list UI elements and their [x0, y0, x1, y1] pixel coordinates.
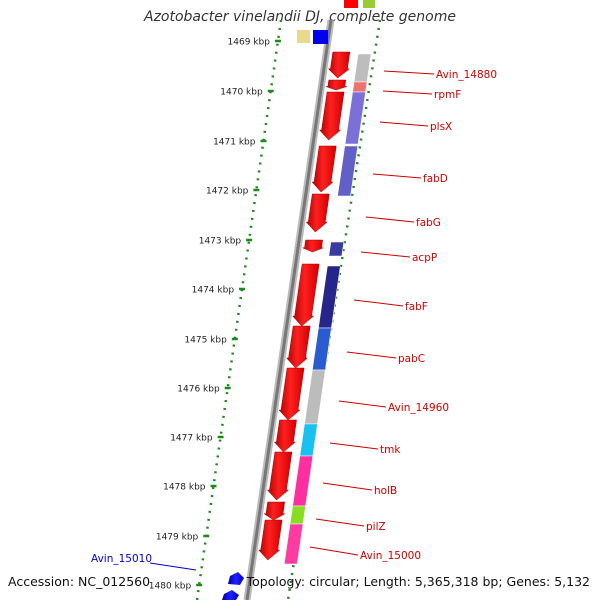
gene-arrow-red [273, 419, 297, 453]
leader-line [149, 562, 197, 571]
gene-arrow-red [263, 501, 286, 521]
feature-block-blue [313, 30, 328, 44]
gene-arrow-blue [222, 590, 239, 600]
gene-arrow-red [266, 451, 293, 501]
annotation-block [311, 327, 332, 371]
gene-arrow-red [319, 91, 345, 141]
scale-tick-label: 1469 kbp [228, 38, 271, 48]
scale-tick-label: 1471 kbp [213, 138, 256, 148]
leader-line [353, 299, 404, 307]
gene-label[interactable]: fabF [405, 301, 428, 313]
scale-tick-label: 1474 kbp [192, 286, 235, 296]
annotation-block [328, 241, 345, 257]
gene-label[interactable]: rpmF [434, 89, 461, 101]
gene-label[interactable]: pabC [398, 353, 425, 365]
scale-tick-label: 1478 kbp [163, 483, 206, 493]
leader-line [338, 400, 387, 408]
leader-line [372, 173, 422, 179]
leader-line [322, 482, 373, 491]
scale-tick-label: 1477 kbp [170, 434, 213, 444]
feature-block-yellow [297, 30, 310, 43]
gene-label[interactable]: holB [374, 485, 397, 497]
leader-line [309, 546, 359, 556]
leader-line [360, 251, 411, 258]
scale-tick-label: 1479 kbp [156, 533, 199, 543]
annotation-block [344, 91, 366, 145]
gene-label[interactable]: Avin_14880 [436, 69, 497, 81]
annotation-block [292, 455, 314, 507]
bottom-blue-genes [222, 572, 244, 600]
gene-arrow-red [285, 325, 311, 369]
gene-arrow-red [311, 145, 337, 193]
gene-label[interactable]: Avin_14960 [388, 402, 449, 414]
accession-label: Accession: NC_012560 [8, 574, 151, 589]
gene-label[interactable]: plsX [430, 121, 452, 133]
gene-label[interactable]: fabG [416, 217, 441, 229]
annotation-block [337, 145, 359, 197]
leader-line [382, 90, 433, 95]
leader-line [329, 442, 379, 450]
annotation-block [299, 423, 318, 457]
gene-labels: Avin_14880 rpmF plsX fabD fabG acpP fabF pabC Av… [91, 69, 497, 571]
gene-arrow-red [292, 263, 320, 327]
annotation-blocks [283, 53, 372, 565]
topology-label: Topology: circular; Length: 5,365,318 bp… [246, 574, 590, 589]
gene-label[interactable]: fabD [423, 173, 448, 185]
scale-tick-label: 1473 kbp [199, 237, 242, 247]
annotation-block [304, 369, 326, 425]
leader-line [365, 216, 415, 223]
annotation-block [352, 81, 368, 93]
scale-tick-label: 1470 kbp [220, 88, 263, 98]
annotation-block [353, 53, 372, 83]
upper-features [297, 0, 375, 44]
gene-label[interactable]: Avin_15010 [91, 553, 152, 565]
gene-label[interactable]: Avin_15000 [360, 550, 421, 562]
gene-arrow-blue [228, 572, 244, 585]
leader-line [379, 121, 429, 127]
annotation-block [283, 523, 304, 565]
gene-arrows [258, 51, 351, 561]
leader-line [346, 351, 397, 359]
gene-label[interactable]: pilZ [366, 521, 386, 533]
scale-tick-label: 1480 kbp [149, 582, 192, 592]
scale-tick-label: 1472 kbp [206, 187, 249, 197]
annotation-block [289, 505, 306, 525]
gene-arrow-red [302, 239, 324, 253]
gene-arrow-red [327, 51, 351, 79]
gene-arrow-red [305, 193, 330, 233]
leader-line [315, 518, 365, 527]
leader-line [383, 70, 435, 75]
gene-arrow-red [258, 519, 283, 561]
scale-tick-label: 1476 kbp [177, 385, 220, 395]
gene-label[interactable]: tmk [380, 444, 401, 456]
scale-tick-label: 1475 kbp [184, 336, 227, 346]
gene-arrow-red [325, 79, 347, 91]
genome-title: Azotobacter vinelandii DJ, complete geno… [144, 9, 456, 25]
genome-backbone [243, 19, 335, 600]
gene-arrow-red [278, 367, 305, 421]
gene-label[interactable]: acpP [412, 252, 437, 264]
scale-ticks: 1469 kbp 1470 kbp 1471 kbp 1472 kbp 1473 kbp… [149, 38, 281, 592]
